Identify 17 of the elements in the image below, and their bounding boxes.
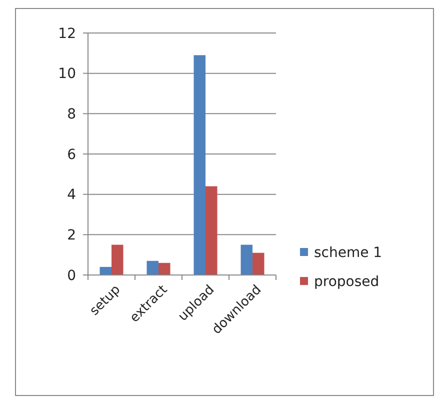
bar (252, 252, 264, 275)
bar (206, 186, 218, 275)
legend-label: scheme 1 (314, 244, 382, 261)
y-tick-label: 2 (67, 228, 76, 244)
y-tick-label: 0 (67, 268, 76, 284)
y-tick-label: 6 (67, 146, 76, 163)
y-tick-label: 10 (58, 66, 76, 82)
y-tick-label: 4 (67, 187, 76, 204)
bar (240, 244, 252, 275)
bar (194, 55, 206, 275)
bar (112, 244, 124, 275)
bar (158, 262, 170, 275)
bar (146, 260, 158, 275)
bar (100, 266, 112, 275)
y-tick-label: 12 (58, 26, 76, 42)
legend-label: proposed (314, 274, 380, 290)
y-tick-label: 8 (67, 106, 76, 123)
